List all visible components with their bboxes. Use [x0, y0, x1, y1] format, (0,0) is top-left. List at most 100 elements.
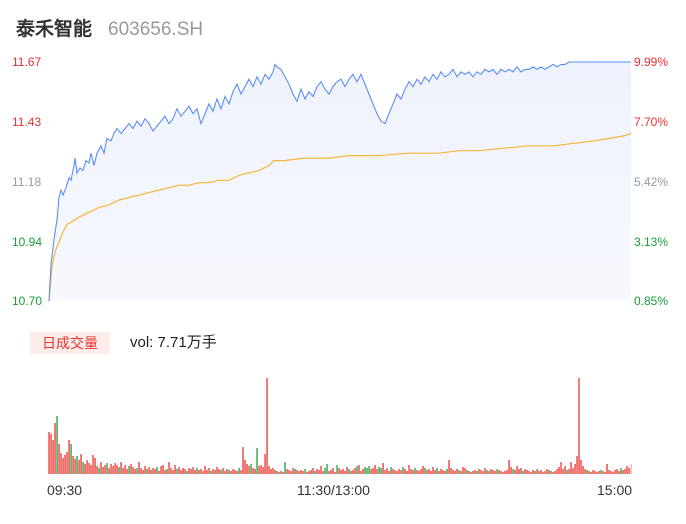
volume-bar [376, 469, 378, 474]
volume-bar [224, 471, 226, 474]
y-tick-left: 10.94 [12, 235, 43, 249]
volume-bar [384, 470, 386, 474]
y-tick-left: 10.70 [12, 294, 43, 308]
volume-bar [74, 459, 76, 474]
volume-bar [570, 462, 572, 474]
volume-bar [438, 471, 440, 474]
volume-bar [542, 472, 544, 474]
volume-bar [594, 471, 596, 474]
volume-bar [78, 460, 80, 474]
y-tick-right: 0.85% [633, 294, 668, 308]
volume-bar [252, 468, 254, 474]
volume-bar [478, 469, 480, 474]
volume-bar [358, 465, 360, 474]
y-tick-left: 11.67 [12, 55, 42, 69]
volume-bar [458, 470, 460, 474]
volume-bar [328, 471, 330, 474]
volume-bar [332, 468, 334, 474]
volume-bar [114, 463, 116, 474]
volume-bar [574, 464, 576, 474]
volume-bar [226, 469, 228, 474]
volume-bar [364, 467, 366, 474]
volume-bar [492, 470, 494, 474]
volume-bar [372, 468, 374, 474]
volume-bar [80, 454, 82, 474]
volume-tab[interactable]: 日成交量 [30, 332, 110, 354]
volume-bar [128, 466, 130, 474]
volume-bar [174, 465, 176, 474]
volume-bar [522, 471, 524, 474]
volume-bar [180, 470, 182, 474]
volume-bar [210, 471, 212, 474]
volume-bar [452, 470, 454, 474]
volume-bar [214, 470, 216, 474]
volume-bar [326, 464, 328, 474]
volume-bar [562, 469, 564, 474]
volume-bar [182, 468, 184, 474]
volume-bar [154, 469, 156, 474]
volume-bar [314, 471, 316, 474]
volume-bar [544, 471, 546, 474]
volume-bar [130, 464, 132, 474]
volume-bar [472, 471, 474, 474]
volume-bar [294, 469, 296, 474]
volume-bar [320, 466, 322, 474]
volume-bar [606, 464, 608, 474]
volume-bar [442, 470, 444, 474]
volume-bar [258, 466, 260, 474]
volume-bar [280, 471, 282, 474]
volume-bar [304, 469, 306, 474]
volume-bar [558, 467, 560, 474]
volume-bar [622, 470, 624, 474]
volume-bar [546, 469, 548, 474]
volume-bar [234, 470, 236, 474]
volume-bar [176, 469, 178, 474]
volume-value: vol: 7.71万手 [130, 334, 217, 351]
volume-bar [296, 470, 298, 474]
volume-bar [52, 440, 54, 474]
volume-bar [260, 465, 262, 474]
volume-bar [178, 467, 180, 474]
volume-bar [144, 466, 146, 474]
volume-bar [196, 468, 198, 474]
volume-bar [110, 464, 112, 474]
volume-bar [142, 470, 144, 474]
volume-bar [102, 467, 104, 474]
volume-bar [166, 469, 168, 474]
volume-bar [368, 466, 370, 474]
volume-bar [450, 468, 452, 474]
volume-bar [70, 444, 72, 474]
volume-bar [288, 470, 290, 474]
volume-bar [352, 470, 354, 474]
volume-bar [292, 468, 294, 474]
volume-bar [92, 455, 94, 474]
volume-bar [422, 466, 424, 474]
volume-bar [612, 472, 614, 474]
y-tick-left: 11.18 [12, 175, 42, 189]
volume-bar [624, 469, 626, 474]
volume-bar [112, 466, 114, 474]
volume-bar [494, 471, 496, 474]
volume-bar [584, 469, 586, 474]
volume-bar [216, 467, 218, 474]
volume-bar [116, 465, 118, 474]
volume-bar [462, 467, 464, 474]
volume-bar [266, 378, 268, 474]
volume-bar [386, 468, 388, 474]
volume-bar [276, 471, 278, 474]
volume-bar [120, 462, 122, 474]
volume-bar [138, 462, 140, 474]
volume-bar [338, 468, 340, 474]
volume-bar [444, 471, 446, 474]
volume-bar [516, 466, 518, 474]
volume-bar [412, 470, 414, 474]
volume-bar [506, 470, 508, 474]
volume-bar [158, 471, 160, 474]
volume-bar [202, 471, 204, 474]
volume-bar [64, 455, 66, 474]
volume-bar [140, 468, 142, 474]
volume-bar [468, 471, 470, 474]
volume-bar [124, 465, 126, 474]
volume-bar [460, 471, 462, 474]
volume-bar [76, 456, 78, 474]
